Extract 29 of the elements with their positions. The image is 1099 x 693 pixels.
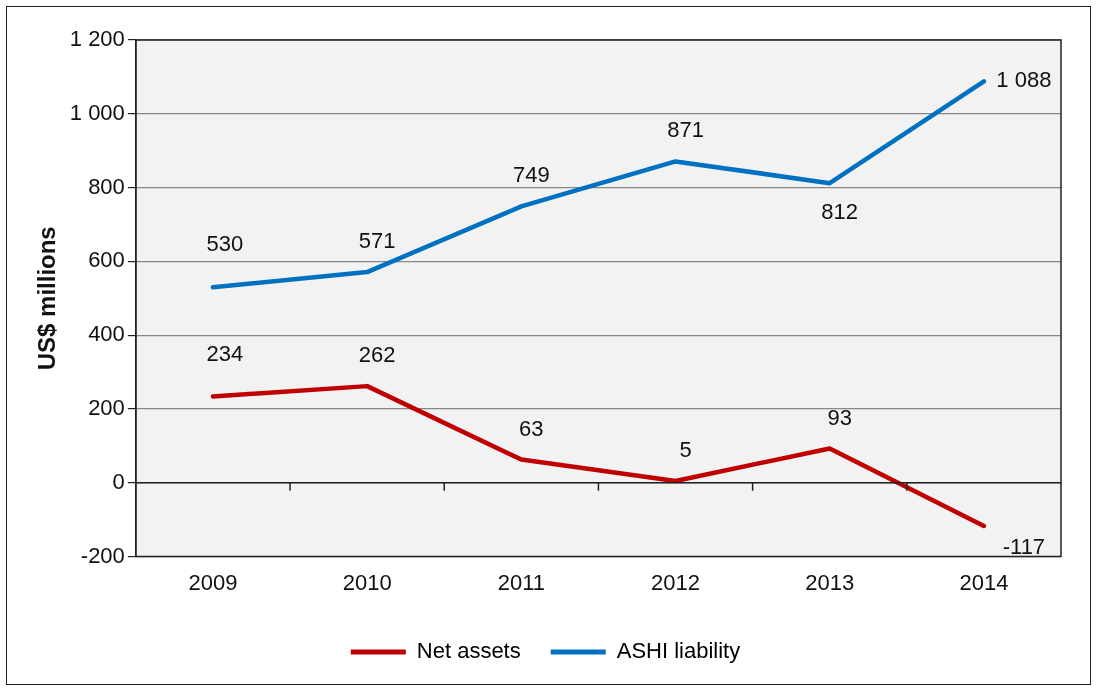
- data-label: 234: [206, 340, 244, 366]
- y-tick-label: 800: [88, 173, 125, 199]
- y-tick-label: 600: [88, 247, 125, 273]
- data-label: 871: [667, 117, 704, 143]
- x-tick-label: 2013: [805, 569, 855, 595]
- data-label: 571: [358, 228, 396, 254]
- data-label: 262: [358, 342, 396, 368]
- data-label: 530: [206, 231, 244, 257]
- data-label: -117: [1002, 534, 1046, 560]
- x-tick-label: 2014: [959, 569, 1009, 595]
- y-tick-label: 400: [88, 321, 125, 347]
- x-tick-label: 2009: [188, 569, 238, 595]
- y-tick-label: 1 000: [69, 99, 125, 125]
- legend-label: ASHI liability: [616, 638, 741, 664]
- y-tick-label: 1 200: [69, 26, 125, 52]
- legend-label: Net assets: [416, 638, 521, 664]
- data-label: 63: [519, 415, 544, 441]
- y-tick-label: 200: [88, 395, 125, 421]
- data-label: 1 088: [996, 67, 1052, 93]
- data-label: 749: [512, 162, 550, 188]
- y-axis-title: US$ millions: [33, 226, 61, 371]
- x-tick-label: 2011: [497, 569, 545, 595]
- y-tick-label: 0: [112, 468, 125, 494]
- data-label: 93: [827, 404, 852, 430]
- data-label: 812: [821, 199, 859, 225]
- x-tick-label: 2012: [651, 569, 700, 595]
- data-label: 5: [679, 437, 692, 463]
- y-tick-label: -200: [80, 542, 125, 568]
- x-tick-label: 2010: [342, 569, 392, 595]
